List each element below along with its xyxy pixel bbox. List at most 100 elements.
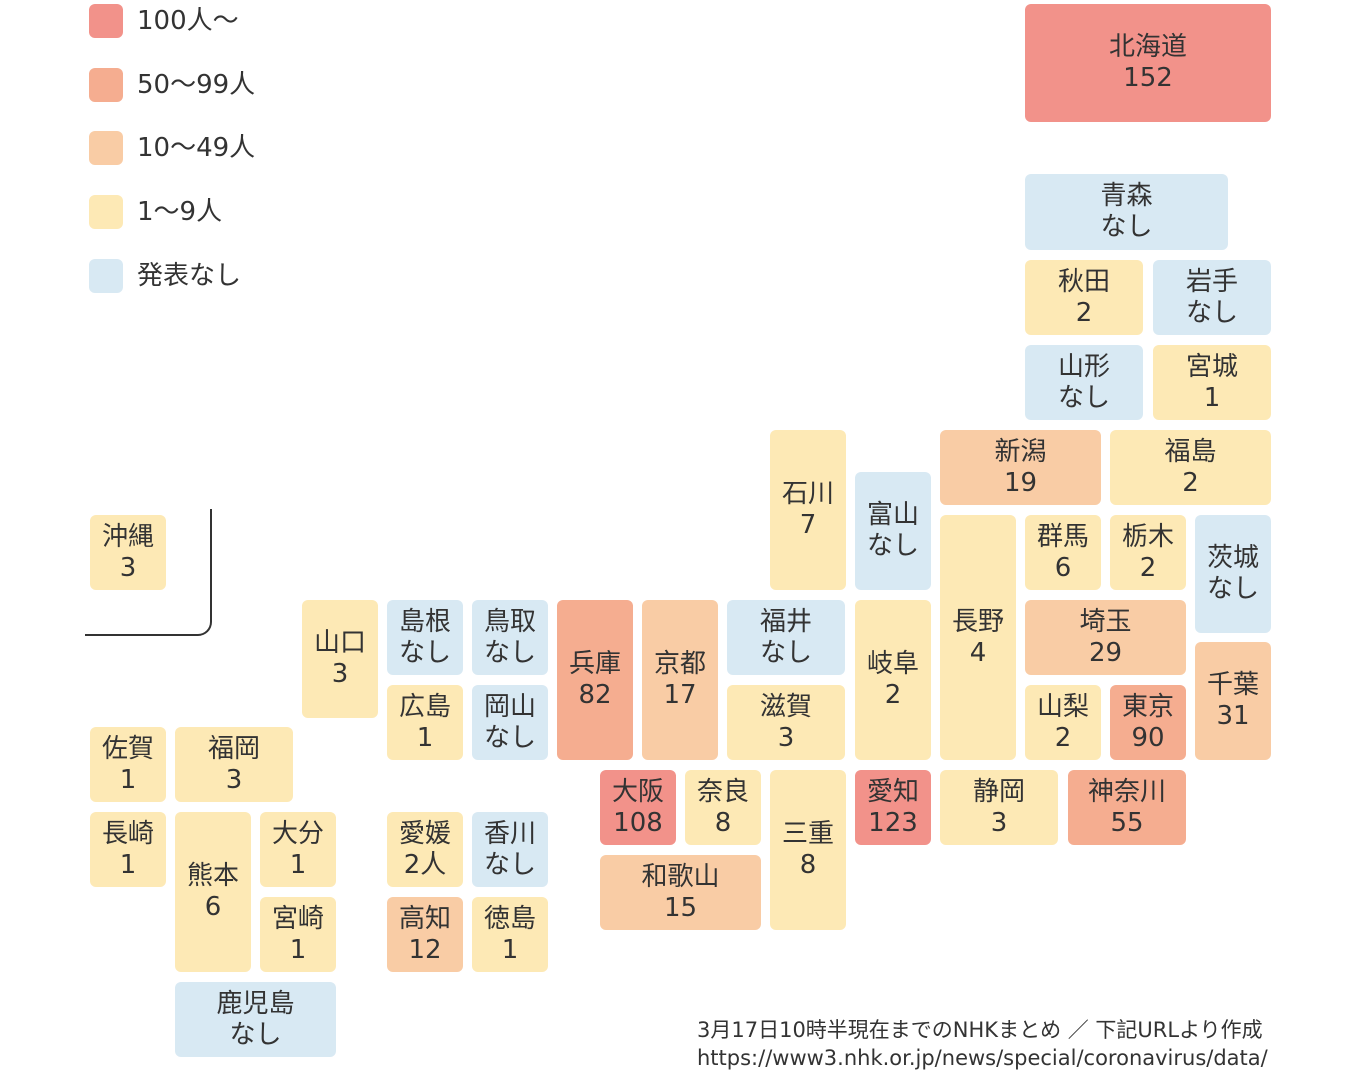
prefecture-name: 兵庫 — [568, 649, 621, 679]
prefecture-chiba[interactable]: 千葉 31 — [1195, 642, 1271, 760]
prefecture-fukuoka[interactable]: 福岡 3 — [175, 727, 293, 802]
okinawa-inset-divider — [85, 509, 212, 636]
prefecture-value: 31 — [1216, 701, 1250, 731]
prefecture-value: なし — [759, 637, 812, 668]
prefecture-hiroshima[interactable]: 広島 1 — [387, 685, 463, 760]
prefecture-name: 岐阜 — [866, 649, 919, 679]
prefecture-toyama[interactable]: 富山 なし — [855, 472, 931, 590]
prefecture-hokkaido[interactable]: 北海道 152 — [1025, 4, 1271, 122]
prefecture-ishikawa[interactable]: 石川 7 — [770, 430, 846, 590]
prefecture-value: 19 — [1003, 467, 1038, 498]
prefecture-value: 8 — [714, 807, 732, 838]
prefecture-value: 15 — [663, 892, 698, 923]
prefecture-value: なし — [1057, 382, 1110, 413]
prefecture-miyagi[interactable]: 宮城 1 — [1153, 345, 1271, 420]
prefecture-name: 北海道 — [1108, 32, 1187, 62]
prefecture-value: 108 — [613, 807, 663, 838]
prefecture-tochigi[interactable]: 栃木 2 — [1110, 515, 1186, 590]
prefecture-yamagata[interactable]: 山形 なし — [1025, 345, 1143, 420]
prefecture-okinawa[interactable]: 沖縄 3 — [90, 515, 166, 590]
prefecture-name: 滋賀 — [759, 691, 812, 722]
prefecture-value: なし — [1185, 297, 1238, 328]
prefecture-mie[interactable]: 三重 8 — [770, 770, 846, 930]
prefecture-nagano[interactable]: 長野 4 — [940, 515, 1016, 760]
prefecture-kagoshima[interactable]: 鹿児島 なし — [175, 982, 336, 1057]
prefecture-niigata[interactable]: 新潟 19 — [940, 430, 1101, 505]
prefecture-wakayama[interactable]: 和歌山 15 — [600, 855, 761, 930]
prefecture-name: 山口 — [313, 628, 366, 658]
prefecture-fukushima[interactable]: 福島 2 — [1110, 430, 1271, 505]
prefecture-value: 2 — [1139, 552, 1157, 583]
prefecture-name: 京都 — [653, 649, 706, 679]
prefecture-tottori[interactable]: 鳥取 なし — [472, 600, 548, 675]
prefecture-kanagawa[interactable]: 神奈川 55 — [1068, 770, 1186, 845]
prefecture-kyoto[interactable]: 京都 17 — [642, 600, 718, 760]
prefecture-osaka[interactable]: 大阪 108 — [600, 770, 676, 845]
prefecture-okayama[interactable]: 岡山 なし — [472, 685, 548, 760]
prefecture-ibaraki[interactable]: 茨城 なし — [1195, 515, 1271, 633]
prefecture-gifu[interactable]: 岐阜 2 — [855, 600, 931, 760]
prefecture-saitama[interactable]: 埼玉 29 — [1025, 600, 1186, 675]
prefecture-name: 鹿児島 — [216, 988, 295, 1019]
prefecture-name: 神奈川 — [1087, 776, 1166, 807]
prefecture-value: 2 — [1075, 297, 1093, 328]
prefecture-yamaguchi[interactable]: 山口 3 — [302, 600, 378, 718]
prefecture-name: 群馬 — [1036, 521, 1089, 552]
prefecture-oita[interactable]: 大分 1 — [260, 812, 336, 887]
legend-label: 100人〜 — [137, 6, 239, 36]
prefecture-aomori[interactable]: 青森 なし — [1025, 174, 1228, 250]
prefecture-name: 福島 — [1164, 436, 1217, 467]
prefecture-name: 鳥取 — [483, 606, 536, 637]
legend-label: 1〜9人 — [137, 197, 223, 227]
prefecture-value: 55 — [1110, 807, 1144, 838]
legend-swatch — [89, 4, 123, 38]
prefecture-value: 3 — [990, 807, 1008, 838]
prefecture-name: 愛媛 — [398, 818, 451, 849]
prefecture-value: 1 — [119, 764, 137, 795]
prefecture-name: 福井 — [759, 606, 812, 637]
prefecture-fukui[interactable]: 福井 なし — [727, 600, 845, 675]
prefecture-aichi[interactable]: 愛知 123 — [855, 770, 931, 845]
prefecture-name: 山形 — [1057, 351, 1110, 382]
prefecture-value: 3 — [331, 659, 349, 689]
prefecture-gunma[interactable]: 群馬 6 — [1025, 515, 1101, 590]
prefecture-miyazaki[interactable]: 宮崎 1 — [260, 897, 336, 972]
prefecture-name: 愛知 — [866, 776, 919, 807]
prefecture-value: なし — [483, 849, 536, 880]
prefecture-kumamoto[interactable]: 熊本 6 — [175, 812, 251, 972]
prefecture-value: 2 — [1054, 722, 1072, 753]
prefecture-name: 宮城 — [1185, 351, 1238, 382]
prefecture-value: なし — [483, 722, 536, 753]
prefecture-name: 三重 — [781, 819, 834, 849]
prefecture-name: 長崎 — [101, 818, 154, 849]
prefecture-value: なし — [229, 1019, 282, 1050]
prefecture-value: なし — [398, 637, 451, 668]
prefecture-kochi[interactable]: 高知 12 — [387, 897, 463, 972]
prefecture-saga[interactable]: 佐賀 1 — [90, 727, 166, 802]
prefecture-value: 123 — [868, 807, 918, 838]
prefecture-kagawa[interactable]: 香川 なし — [472, 812, 548, 887]
prefecture-value: 1 — [416, 722, 434, 753]
prefecture-ehime[interactable]: 愛媛 2人 — [387, 812, 463, 887]
prefecture-shimane[interactable]: 島根 なし — [387, 600, 463, 675]
prefecture-akita[interactable]: 秋田 2 — [1025, 260, 1143, 335]
prefecture-yamanashi[interactable]: 山梨 2 — [1025, 685, 1101, 760]
prefecture-name: 沖縄 — [101, 521, 154, 552]
prefecture-value: 152 — [1123, 63, 1173, 93]
prefecture-name: 香川 — [483, 818, 536, 849]
prefecture-hyogo[interactable]: 兵庫 82 — [557, 600, 633, 760]
prefecture-name: 奈良 — [696, 776, 749, 807]
prefecture-nagasaki[interactable]: 長崎 1 — [90, 812, 166, 887]
prefecture-shiga[interactable]: 滋賀 3 — [727, 685, 845, 760]
prefecture-value: 17 — [663, 680, 697, 710]
legend-swatch — [89, 131, 123, 165]
prefecture-tokyo[interactable]: 東京 90 — [1110, 685, 1186, 760]
prefecture-nara[interactable]: 奈良 8 — [685, 770, 761, 845]
source-url[interactable]: https://www3.nhk.or.jp/news/special/coro… — [697, 1046, 1268, 1070]
prefecture-name: 秋田 — [1057, 266, 1110, 297]
prefecture-iwate[interactable]: 岩手 なし — [1153, 260, 1271, 335]
prefecture-value: 4 — [969, 637, 987, 668]
prefecture-value: 3 — [119, 552, 137, 583]
prefecture-shizuoka[interactable]: 静岡 3 — [940, 770, 1058, 845]
prefecture-tokushima[interactable]: 徳島 1 — [472, 897, 548, 972]
